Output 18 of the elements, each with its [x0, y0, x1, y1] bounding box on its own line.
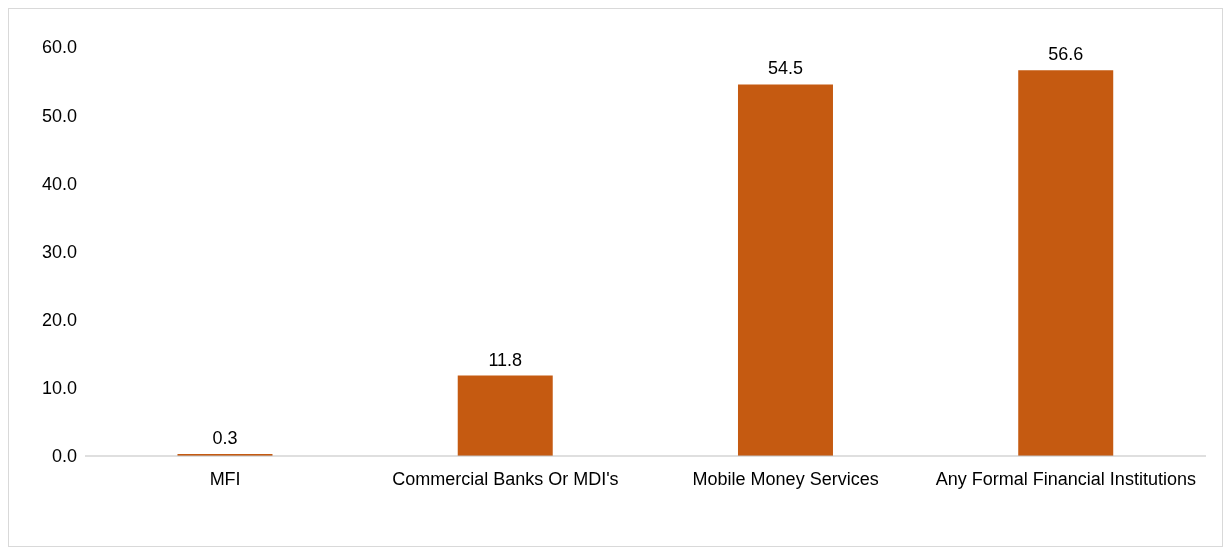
y-tick-label: 60.0	[41, 37, 77, 58]
bar	[737, 84, 833, 456]
data-label: 56.6	[1048, 44, 1084, 65]
y-tick-label: 30.0	[41, 241, 77, 262]
x-tick-label: Any Formal Financial Institutions	[935, 468, 1196, 489]
y-tick-label: 10.0	[41, 378, 77, 399]
y-tick-label: 0.0	[51, 446, 77, 467]
data-label: 0.3	[212, 427, 238, 448]
data-label: 54.5	[767, 58, 804, 79]
y-tick-label: 20.0	[41, 310, 77, 331]
data-label: 11.8	[488, 349, 523, 370]
x-tick-label: Commercial Banks Or MDI's	[392, 468, 619, 489]
y-tick-label: 50.0	[41, 105, 77, 126]
x-tick-label: MFI	[209, 468, 241, 489]
x-tick-label: Mobile Money Services	[692, 468, 879, 489]
y-tick-label: 40.0	[41, 173, 77, 194]
bar	[1018, 70, 1114, 456]
bar	[457, 375, 553, 456]
